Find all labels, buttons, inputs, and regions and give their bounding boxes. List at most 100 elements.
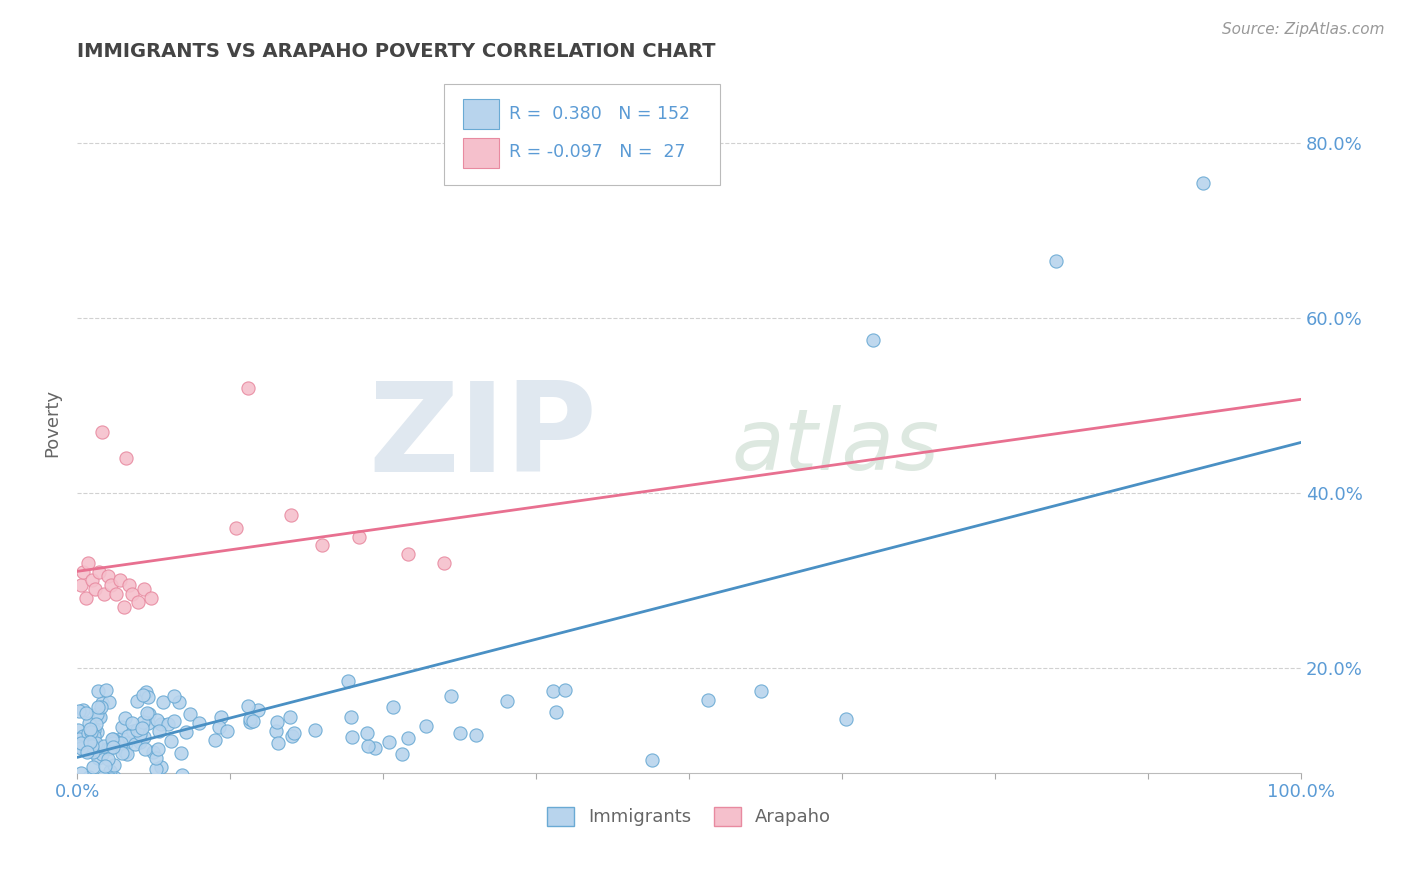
Point bbox=[90, 425, 112, 439]
Point bbox=[204, 733, 226, 747]
Point bbox=[281, 729, 304, 743]
Text: IMMIGRANTS VS ARAPAHO POVERTY CORRELATION CHART: IMMIGRANTS VS ARAPAHO POVERTY CORRELATIO… bbox=[77, 42, 716, 61]
Point bbox=[145, 751, 167, 765]
Point bbox=[134, 582, 156, 597]
Point bbox=[208, 720, 231, 734]
Point bbox=[117, 729, 139, 743]
Point bbox=[146, 742, 169, 756]
Point bbox=[149, 760, 172, 774]
Point bbox=[93, 739, 115, 753]
Point bbox=[862, 333, 884, 347]
Point bbox=[103, 758, 125, 772]
Point bbox=[101, 732, 124, 747]
Point bbox=[103, 770, 125, 784]
Point bbox=[77, 715, 100, 730]
Point bbox=[267, 736, 290, 750]
Point bbox=[115, 736, 138, 750]
Point bbox=[283, 726, 305, 740]
Point bbox=[103, 731, 125, 746]
Point bbox=[242, 714, 264, 728]
Point bbox=[67, 739, 90, 753]
Point bbox=[135, 685, 157, 699]
Point bbox=[209, 710, 232, 724]
Point bbox=[347, 530, 370, 544]
Point bbox=[174, 725, 197, 739]
Point bbox=[82, 742, 104, 756]
Point bbox=[336, 674, 359, 689]
Point bbox=[86, 740, 108, 755]
Point bbox=[127, 694, 149, 708]
Point bbox=[112, 599, 135, 614]
Point bbox=[236, 699, 259, 714]
FancyBboxPatch shape bbox=[444, 84, 720, 186]
Point bbox=[117, 578, 139, 592]
Point bbox=[159, 733, 181, 747]
Point bbox=[136, 716, 159, 731]
Point bbox=[79, 722, 101, 736]
Point bbox=[86, 724, 108, 739]
Point bbox=[496, 694, 519, 708]
Point bbox=[89, 743, 111, 757]
Point bbox=[340, 731, 363, 745]
Point bbox=[396, 547, 419, 561]
Point bbox=[79, 743, 101, 757]
Point bbox=[75, 706, 97, 720]
Point bbox=[72, 703, 94, 717]
Point bbox=[108, 574, 131, 588]
Point bbox=[749, 684, 772, 698]
Point bbox=[156, 716, 179, 731]
Point bbox=[89, 710, 111, 724]
Point bbox=[82, 745, 104, 759]
Point bbox=[97, 569, 120, 583]
Text: R = -0.097   N =  27: R = -0.097 N = 27 bbox=[509, 144, 686, 161]
Point bbox=[69, 735, 91, 749]
Point bbox=[1192, 176, 1215, 190]
Y-axis label: Poverty: Poverty bbox=[44, 389, 60, 457]
Point bbox=[72, 729, 94, 743]
Point bbox=[77, 742, 100, 756]
Point bbox=[80, 574, 103, 588]
Point bbox=[125, 723, 148, 737]
Point bbox=[67, 723, 90, 737]
Point bbox=[163, 689, 186, 703]
Point bbox=[100, 578, 122, 592]
Point bbox=[134, 742, 156, 756]
Point bbox=[83, 729, 105, 743]
Text: R =  0.380   N = 152: R = 0.380 N = 152 bbox=[509, 105, 690, 123]
Point bbox=[246, 703, 269, 717]
Point bbox=[239, 713, 262, 727]
Point bbox=[87, 750, 110, 764]
Point bbox=[103, 736, 125, 750]
Point bbox=[149, 717, 172, 731]
Point bbox=[396, 731, 419, 746]
Point bbox=[77, 770, 100, 784]
Point bbox=[127, 595, 149, 609]
Point bbox=[111, 720, 134, 734]
Point bbox=[139, 591, 162, 605]
Bar bbox=[463, 137, 499, 168]
Point bbox=[122, 724, 145, 739]
Point bbox=[97, 740, 120, 755]
Point bbox=[107, 734, 129, 748]
Point bbox=[391, 747, 413, 762]
Point bbox=[77, 731, 100, 746]
Point bbox=[142, 745, 165, 759]
Point bbox=[91, 747, 114, 762]
Point bbox=[131, 721, 153, 735]
Point bbox=[114, 745, 136, 759]
Point bbox=[70, 736, 93, 750]
Point bbox=[129, 735, 152, 749]
Point bbox=[115, 451, 138, 466]
Point bbox=[464, 728, 486, 742]
Point bbox=[86, 707, 108, 722]
Bar bbox=[463, 99, 499, 129]
Point bbox=[152, 695, 174, 709]
Point bbox=[132, 731, 155, 745]
Point bbox=[93, 586, 115, 600]
Point bbox=[179, 706, 201, 721]
Point bbox=[440, 689, 463, 703]
Point bbox=[87, 684, 110, 698]
Point bbox=[67, 773, 90, 788]
Point bbox=[121, 586, 143, 600]
Point bbox=[90, 700, 112, 714]
